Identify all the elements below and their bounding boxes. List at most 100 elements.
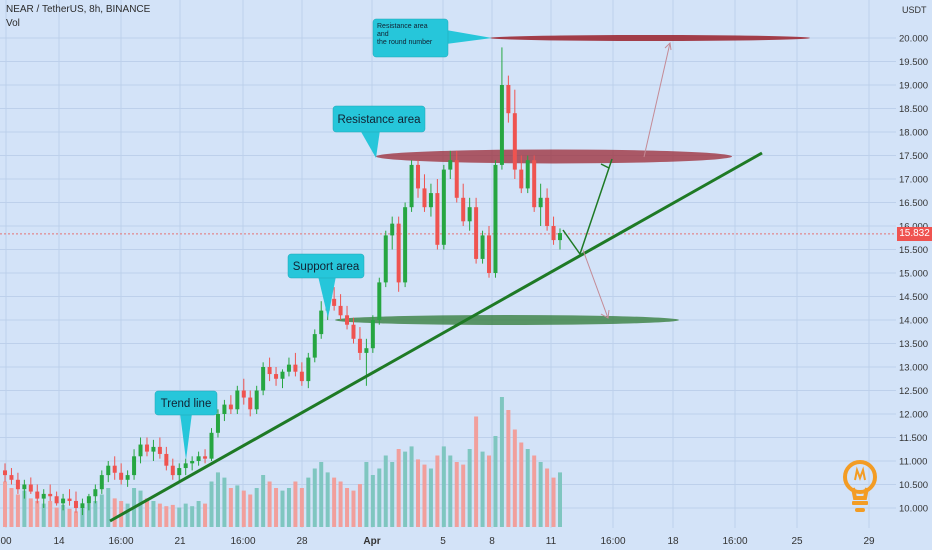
x-tick-label: 8 [489,536,495,547]
candle-body [209,432,214,459]
volume-bar [93,501,98,527]
y-tick-label: 13.500 [899,339,928,350]
volume-legend: Vol [6,18,20,29]
candle-body [293,364,298,372]
x-tick-label: 16:00 [600,536,625,547]
support-callout-text: Support area [293,261,360,273]
y-tick-label: 12.500 [899,386,928,397]
volume-bar [35,501,40,527]
candle-body [332,298,337,306]
volume-bar [138,490,143,527]
candle-body [215,414,220,433]
volume-bar [293,481,298,527]
candle-body [28,484,33,492]
candle-body [377,282,382,320]
x-tick-label: 21 [174,536,186,547]
candle-body [241,390,246,398]
volume-bar [196,501,201,527]
volume-bar [396,449,401,527]
candle-body [190,461,195,464]
volume-bar [80,507,85,527]
support-callout-box [287,253,365,279]
volume-bar [441,446,446,527]
candle-body [370,320,375,349]
volume-bar [228,488,233,527]
x-tick-label: 28 [296,536,308,547]
resistance-callout-box [332,105,426,133]
candle-body [138,444,143,457]
candle-body [48,493,53,497]
y-tick-label: 13.000 [899,363,928,374]
volume-bar [532,455,537,527]
lightbulb-neck [851,487,869,500]
y-tick-label: 12.000 [899,410,928,421]
lightbulb-icon [843,460,877,512]
candle-body [54,496,59,504]
projection-down-arrowhead [600,309,610,319]
x-tick-label: 16:00 [230,536,255,547]
volume-bar [338,481,343,527]
candle-body [519,169,524,189]
candle-body [73,500,78,508]
candle-body [80,503,85,508]
candle-body [441,169,446,245]
candle-body [177,468,182,476]
volume-bar [428,468,433,527]
resistance-zone [376,149,732,164]
candle-body [196,456,201,461]
volume-bar [183,503,188,527]
candle-body [67,498,72,501]
volume-bar [519,442,524,527]
resistance-note-callout-box [372,18,449,58]
volume-bar [325,472,330,527]
volume-bar [144,498,149,527]
y-tick-label: 14.500 [899,292,928,303]
candle-body [22,484,27,490]
candle-body [99,475,104,490]
x-tick-label: 16:00 [722,536,747,547]
currency-label: USDT [902,5,927,15]
candle-body [461,197,466,222]
volume-bar [403,451,408,527]
resistance-note-callout-pointer [446,30,492,44]
volume-bar [67,508,72,527]
candle-body [132,456,137,476]
volume-bar [99,494,104,527]
candle-body [164,453,169,466]
candle-body [499,85,504,165]
candle-body [254,390,259,410]
y-tick-label: 18.000 [899,128,928,139]
volume-bar [209,481,214,527]
candle-body [119,472,124,480]
candle-body [267,367,272,375]
candle-body [338,305,343,316]
volume-bar [499,397,504,527]
volume-bar [280,490,285,527]
lightbulb-filament [854,466,866,481]
candle-body [261,367,266,391]
candle-body [383,235,388,283]
candle-body [351,324,356,339]
y-tick-label: 19.500 [899,57,928,68]
candle-body [312,334,317,358]
candle-body [487,235,492,273]
candle-body [157,446,162,454]
volume-bar [474,416,479,527]
x-tick-label: 14 [53,536,65,547]
y-tick-label: 17.500 [899,151,928,162]
volume-bar [545,468,550,527]
y-tick-label: 20.000 [899,34,928,45]
volume-bar [370,475,375,527]
candle-body [345,315,350,325]
symbol-title: NEAR / TetherUS, 8h, BINANCE [6,4,151,15]
volume-bar [203,503,208,527]
projection-up-arrow [562,167,610,256]
candle-body [416,164,421,189]
volume-bar [22,490,27,527]
lightbulb-base [852,501,868,505]
x-tick-label: 16:00 [108,536,133,547]
trend-line [109,151,763,523]
